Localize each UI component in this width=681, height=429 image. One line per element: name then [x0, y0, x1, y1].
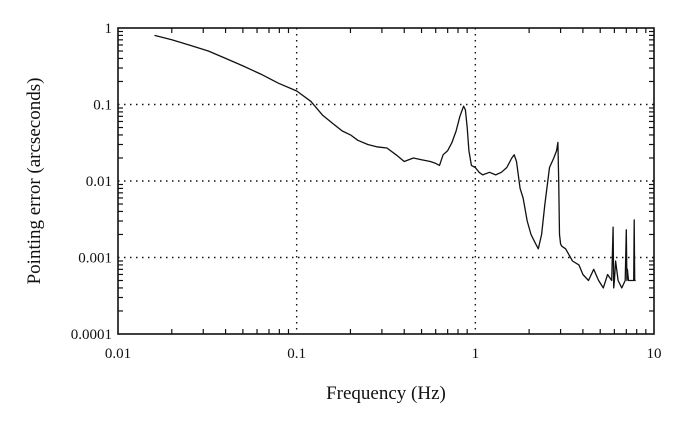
- y-tick-labels: 0.0001 0.001 0.01 0.1 1: [71, 21, 112, 343]
- y-axis-title: Pointing error (arcseconds): [24, 78, 45, 285]
- x-tick-label: 0.01: [105, 346, 131, 362]
- pointing-error-series-line: [154, 34, 636, 289]
- plot-frame: [117, 27, 655, 335]
- y-tick-label: 0.1: [93, 98, 112, 114]
- y-tick-label: 0.001: [78, 251, 112, 267]
- x-tick-label: 1: [472, 346, 480, 362]
- axis-ticks: [118, 28, 654, 334]
- y-tick-label: 0.0001: [71, 327, 112, 343]
- x-tick-label: 10: [647, 346, 662, 362]
- y-tick-label: 1: [105, 21, 113, 37]
- grid-lines: [118, 28, 654, 334]
- series-group: [154, 34, 636, 289]
- y-tick-label: 0.01: [86, 174, 112, 190]
- x-tick-labels: 0.01 0.1 1 10: [105, 346, 662, 362]
- x-tick-label: 0.1: [287, 346, 306, 362]
- x-axis-title: Frequency (Hz): [326, 383, 446, 404]
